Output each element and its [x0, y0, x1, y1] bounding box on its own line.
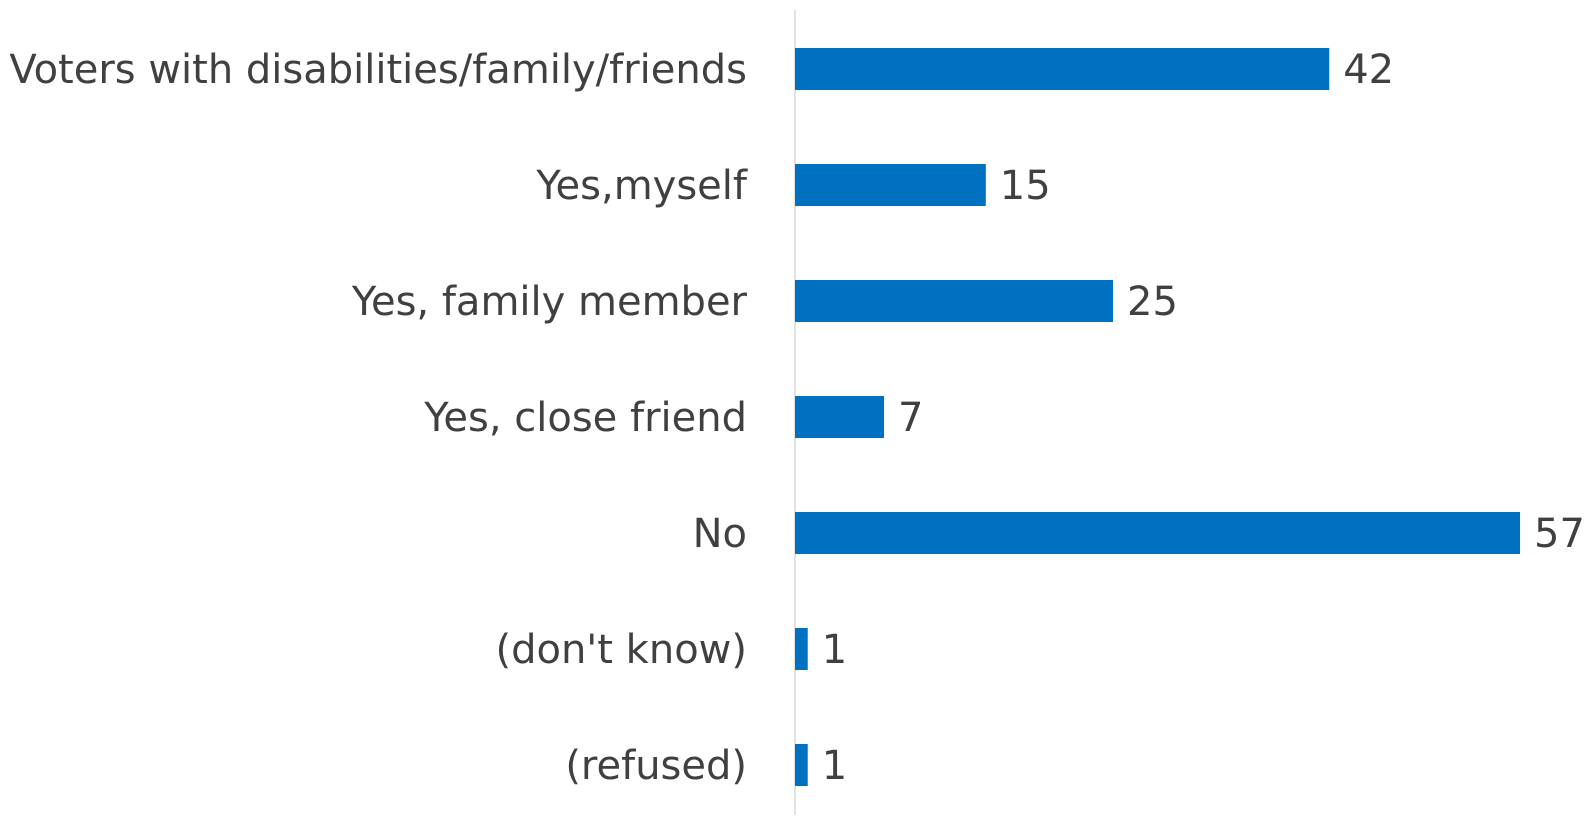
bar	[795, 512, 1521, 554]
category-label: Yes, family member	[351, 279, 748, 325]
category-label: (don't know)	[495, 627, 747, 673]
bar	[795, 164, 986, 206]
bar	[795, 744, 808, 786]
category-label: No	[693, 511, 747, 557]
category-label: Voters with disabilities/family/friends	[9, 47, 747, 93]
bar	[795, 628, 808, 670]
bar	[795, 48, 1330, 90]
bar	[795, 396, 885, 438]
bar	[795, 280, 1113, 322]
data-label: 15	[1000, 163, 1051, 209]
category-label: Yes,myself	[535, 163, 747, 209]
data-label: 1	[822, 627, 847, 673]
data-label: 42	[1343, 47, 1394, 93]
data-label: 57	[1534, 511, 1585, 557]
data-label: 1	[822, 743, 847, 789]
data-label: 25	[1127, 279, 1178, 325]
data-label: 7	[898, 395, 923, 441]
category-label: Yes, close friend	[423, 395, 747, 441]
category-label: (refused)	[565, 743, 747, 789]
